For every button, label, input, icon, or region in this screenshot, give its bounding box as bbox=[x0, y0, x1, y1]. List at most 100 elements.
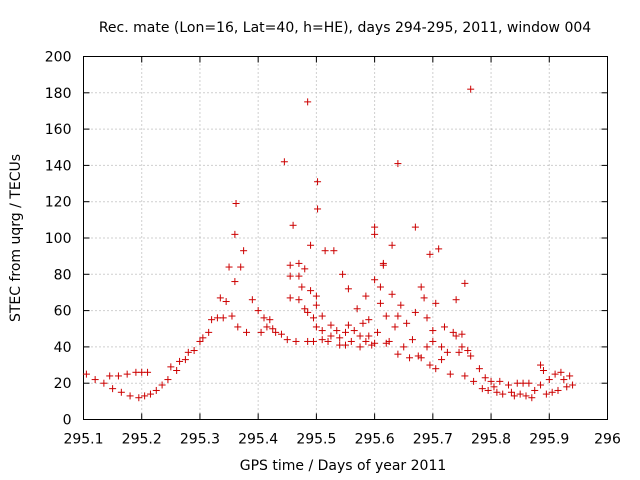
data-point bbox=[458, 330, 466, 338]
data-point bbox=[106, 372, 114, 380]
data-point bbox=[307, 287, 315, 295]
data-point bbox=[312, 292, 320, 300]
data-point bbox=[164, 376, 172, 384]
data-point bbox=[452, 332, 460, 340]
x-tick-label: 295.7 bbox=[413, 432, 453, 448]
data-point bbox=[254, 307, 262, 315]
data-point bbox=[499, 390, 507, 398]
data-point bbox=[208, 316, 216, 324]
data-point bbox=[388, 241, 396, 249]
data-point bbox=[336, 334, 344, 342]
data-point bbox=[388, 290, 396, 298]
data-point bbox=[371, 230, 379, 238]
data-point bbox=[318, 312, 326, 320]
data-point bbox=[522, 392, 530, 400]
data-point bbox=[403, 319, 411, 327]
data-point bbox=[240, 247, 248, 255]
data-point bbox=[257, 328, 265, 336]
data-point bbox=[237, 263, 245, 271]
data-point bbox=[225, 263, 233, 271]
y-tick-label: 100 bbox=[45, 231, 72, 247]
data-point bbox=[190, 347, 198, 355]
data-point bbox=[117, 388, 125, 396]
data-point bbox=[277, 330, 285, 338]
plot-frame bbox=[83, 56, 608, 420]
data-point bbox=[446, 370, 454, 378]
data-point bbox=[91, 376, 99, 384]
data-point bbox=[505, 381, 513, 389]
data-point bbox=[432, 365, 440, 373]
data-point bbox=[248, 296, 256, 304]
data-point bbox=[452, 296, 460, 304]
data-point bbox=[478, 385, 486, 393]
data-point bbox=[429, 327, 437, 335]
data-point bbox=[353, 305, 361, 313]
data-point bbox=[429, 337, 437, 345]
data-point bbox=[231, 230, 239, 238]
y-tick-label: 160 bbox=[45, 122, 72, 138]
x-tick-label: 296 bbox=[594, 432, 621, 448]
data-point bbox=[304, 98, 312, 106]
data-point bbox=[539, 366, 547, 374]
data-point bbox=[314, 205, 322, 213]
data-point bbox=[391, 323, 399, 331]
data-point bbox=[417, 283, 425, 291]
data-point bbox=[350, 327, 358, 335]
x-tick-label: 295.6 bbox=[355, 432, 395, 448]
x-tick-label: 295.2 bbox=[122, 432, 162, 448]
data-point bbox=[158, 381, 166, 389]
data-point bbox=[397, 301, 405, 309]
data-point bbox=[461, 279, 469, 287]
data-point bbox=[307, 241, 315, 249]
data-point bbox=[481, 374, 489, 382]
data-point bbox=[426, 361, 434, 369]
data-point bbox=[420, 294, 428, 302]
y-tick-label: 20 bbox=[54, 376, 72, 392]
data-point bbox=[301, 265, 309, 273]
y-tick-label: 0 bbox=[63, 413, 72, 429]
chart-title: Rec. mate (Lon=16, Lat=40, h=HE), days 2… bbox=[99, 20, 591, 36]
data-point bbox=[394, 350, 402, 358]
data-point bbox=[141, 392, 149, 400]
data-point bbox=[400, 343, 408, 351]
y-tick-label: 60 bbox=[54, 304, 72, 320]
data-point bbox=[449, 328, 457, 336]
y-axis-tick-labels: 0 20 40 60 80 100 120 140 160 180 200 bbox=[45, 50, 72, 429]
data-point bbox=[417, 354, 425, 362]
data-point bbox=[438, 356, 446, 364]
data-point bbox=[196, 337, 204, 345]
data-point bbox=[126, 392, 134, 400]
x-tick-label: 295.1 bbox=[63, 432, 103, 448]
data-point bbox=[490, 383, 498, 391]
data-point bbox=[286, 261, 294, 269]
data-point bbox=[342, 341, 349, 349]
data-point bbox=[330, 247, 338, 255]
data-point bbox=[309, 314, 317, 322]
data-point bbox=[394, 160, 402, 168]
data-point bbox=[458, 343, 466, 351]
data-point bbox=[432, 299, 440, 307]
x-axis-label: GPS time / Days of year 2011 bbox=[240, 458, 447, 474]
data-point bbox=[266, 316, 274, 324]
data-point bbox=[272, 328, 280, 336]
data-point bbox=[376, 283, 384, 291]
data-point bbox=[379, 261, 387, 269]
data-point bbox=[359, 319, 367, 327]
data-point bbox=[146, 390, 154, 398]
data-point bbox=[470, 377, 478, 385]
data-point bbox=[443, 348, 451, 356]
data-point bbox=[423, 343, 431, 351]
data-point bbox=[440, 323, 448, 331]
data-point bbox=[563, 383, 571, 391]
data-point bbox=[426, 250, 434, 258]
data-point bbox=[537, 381, 545, 389]
data-point bbox=[205, 328, 213, 336]
data-point bbox=[344, 321, 352, 329]
data-point bbox=[507, 388, 515, 396]
data-point bbox=[181, 356, 189, 364]
data-point bbox=[551, 370, 559, 378]
data-point bbox=[219, 314, 227, 322]
data-point bbox=[362, 292, 370, 300]
data-point bbox=[487, 377, 495, 385]
data-point bbox=[289, 221, 297, 229]
